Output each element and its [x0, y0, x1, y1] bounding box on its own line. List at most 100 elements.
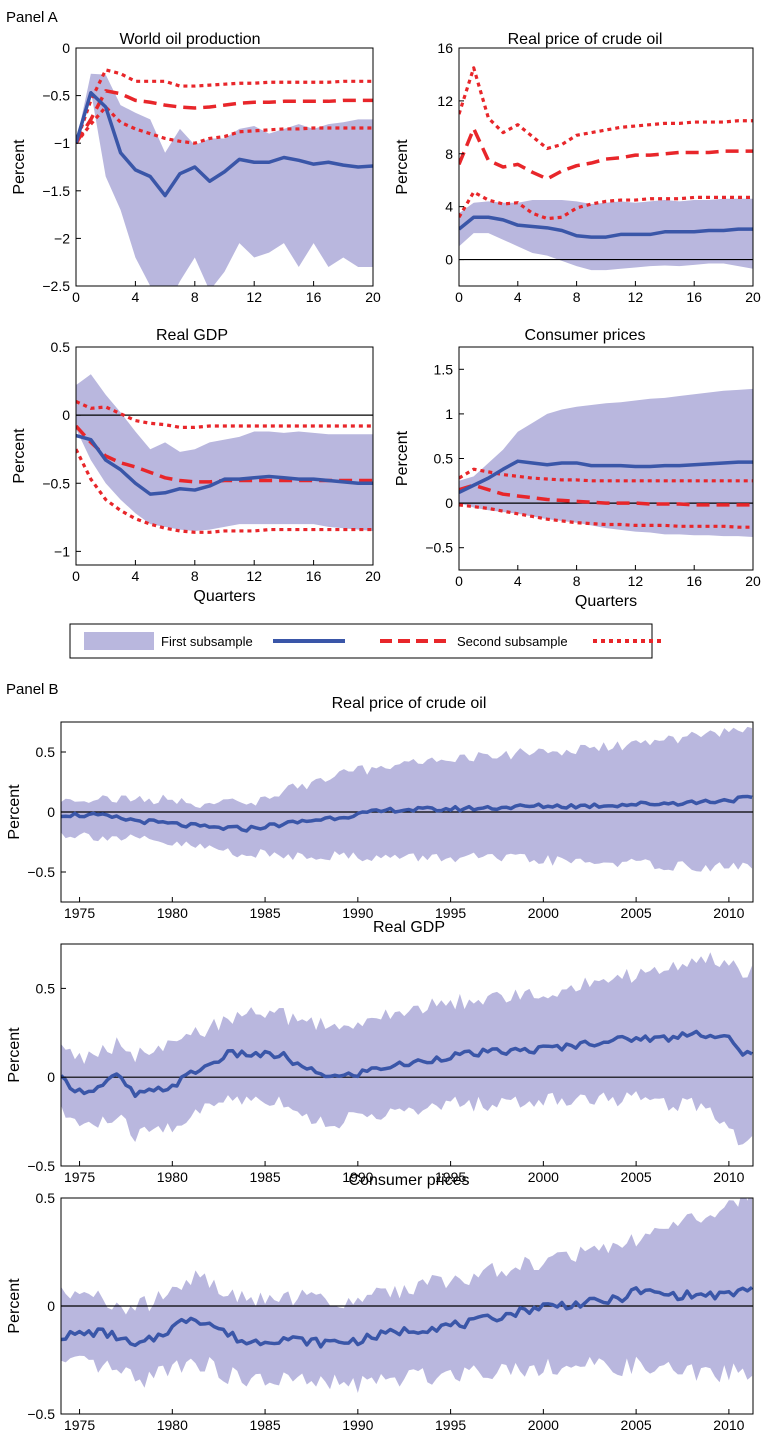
x-tick-label: 20: [365, 568, 381, 584]
x-tick-label: 1985: [249, 905, 280, 921]
series-line-dashed: [459, 126, 753, 181]
chart-title: Real GDP: [156, 327, 228, 344]
x-tick-label: 2005: [621, 1417, 652, 1433]
x-tick-label: 1975: [64, 905, 95, 921]
x-tick-label: 16: [686, 573, 702, 589]
y-tick-label: 16: [437, 40, 453, 56]
chart-title: Real price of crude oil: [508, 31, 663, 48]
x-axis-label: Quarters: [575, 593, 637, 610]
x-tick-label: 2000: [528, 1169, 559, 1185]
y-axis-label: Percent: [6, 1278, 23, 1334]
plot-area: [61, 1198, 753, 1394]
legend-band-swatch: [84, 632, 154, 650]
plot-area: [459, 66, 753, 271]
plot-area: [76, 374, 373, 534]
y-axis-label: Percent: [6, 784, 23, 840]
x-tick-label: 12: [246, 289, 262, 305]
series-line-solid: [459, 215, 753, 239]
x-tick-label: 8: [573, 573, 581, 589]
series-line-solid: [61, 1285, 753, 1349]
y-tick-label: −0.5: [42, 88, 70, 104]
series-line-dotted: [76, 68, 373, 144]
x-tick-label: 1985: [249, 1169, 280, 1185]
series-line-dotted: [459, 66, 753, 151]
chart-b-real-gdp: 1975 1980 1985 1990 1995 2000 2005 2010 −0.5 0 0.5…: [6, 919, 754, 1185]
y-tick-label: 0: [47, 1069, 55, 1085]
x-tick-label: 8: [573, 289, 581, 305]
series-line-dotted: [76, 448, 373, 534]
legend: First subsample Second subsample: [69, 623, 662, 659]
y-tick-label: −1: [54, 543, 70, 559]
y-tick-label: −0.5: [27, 1406, 55, 1422]
series-line-dotted: [459, 190, 753, 221]
x-tick-label: 1980: [157, 1169, 188, 1185]
series-line-solid: [76, 90, 373, 198]
series-line-dotted: [76, 400, 373, 429]
x-tick-label: 1990: [342, 1417, 373, 1433]
y-tick-label: −0.5: [425, 540, 453, 556]
x-tick-label: 1975: [64, 1417, 95, 1433]
y-tick-label: −0.5: [27, 1158, 55, 1174]
series-line-solid: [459, 459, 753, 494]
x-tick-label: 1990: [342, 1169, 373, 1185]
chart-a-world-oil-production: 0 4 8 12 16 20 −2.5 −2 −1.5 −1 −0.5 0 World oil prod…: [11, 31, 381, 305]
plot-area: [76, 68, 373, 286]
x-tick-label: 2000: [528, 905, 559, 921]
chart-title: Consumer prices: [349, 1172, 470, 1189]
x-tick-label: 1995: [435, 1169, 466, 1185]
x-tick-label: 12: [246, 568, 262, 584]
plot-area: [61, 952, 753, 1146]
legend-frame: [69, 623, 653, 659]
y-axis-label: Percent: [11, 428, 28, 484]
x-tick-label: 0: [455, 573, 463, 589]
y-tick-label: 0.5: [434, 451, 454, 467]
plot-frame: [75, 47, 374, 287]
chart-title: Real price of crude oil: [332, 695, 487, 712]
x-tick-label: 16: [306, 568, 322, 584]
y-tick-label: −0.5: [27, 864, 55, 880]
y-tick-label: 0: [62, 40, 70, 56]
y-tick-label: 0.5: [36, 1190, 56, 1206]
x-axis-label: Quarters: [193, 588, 255, 605]
y-tick-label: 0: [445, 495, 453, 511]
x-tick-label: 20: [745, 289, 761, 305]
y-tick-label: 0.5: [36, 980, 56, 996]
x-tick-label: 0: [72, 568, 80, 584]
y-tick-label: −1: [54, 135, 70, 151]
confidence-band: [61, 726, 753, 872]
y-tick-label: 0: [47, 1298, 55, 1314]
plot-area: [459, 388, 753, 537]
x-tick-label: 12: [628, 289, 644, 305]
y-tick-label: −2.5: [42, 278, 70, 294]
legend-first-label: First subsample: [161, 634, 253, 649]
x-tick-label: 2005: [621, 905, 652, 921]
legend-second-label: Second subsample: [457, 634, 568, 649]
y-tick-label: 0: [62, 407, 70, 423]
confidence-band: [61, 952, 753, 1146]
y-tick-label: −0.5: [42, 475, 70, 491]
x-tick-label: 0: [72, 289, 80, 305]
y-tick-label: −1.5: [42, 183, 70, 199]
x-tick-label: 1975: [64, 1169, 95, 1185]
y-tick-label: 0: [445, 252, 453, 268]
chart-b-consumer-prices: 1975 1980 1985 1990 1995 2000 2005 2010 −0.5 0 0.5…: [6, 1172, 754, 1433]
y-tick-label: 1.5: [434, 361, 454, 377]
x-tick-label: 2005: [621, 1169, 652, 1185]
x-tick-label: 4: [132, 568, 140, 584]
charts-layer: 0 4 8 12 16 20 −2.5 −2 −1.5 −1 −0.5 0 World oil prod…: [6, 31, 761, 1433]
x-tick-label: 2010: [713, 1417, 744, 1433]
x-tick-label: 20: [365, 289, 381, 305]
series-line-solid: [76, 433, 373, 496]
y-tick-label: 4: [445, 199, 453, 215]
panel-b-label: Panel B: [6, 681, 59, 698]
chart-title: Real GDP: [373, 919, 445, 936]
series-line-dashed: [459, 483, 753, 507]
x-tick-label: 2000: [528, 1417, 559, 1433]
y-tick-label: −2: [54, 230, 70, 246]
x-tick-label: 1980: [157, 905, 188, 921]
confidence-band: [459, 198, 753, 271]
x-tick-label: 1995: [435, 905, 466, 921]
series-line-solid: [61, 1029, 753, 1098]
y-axis-label: Percent: [394, 430, 411, 486]
